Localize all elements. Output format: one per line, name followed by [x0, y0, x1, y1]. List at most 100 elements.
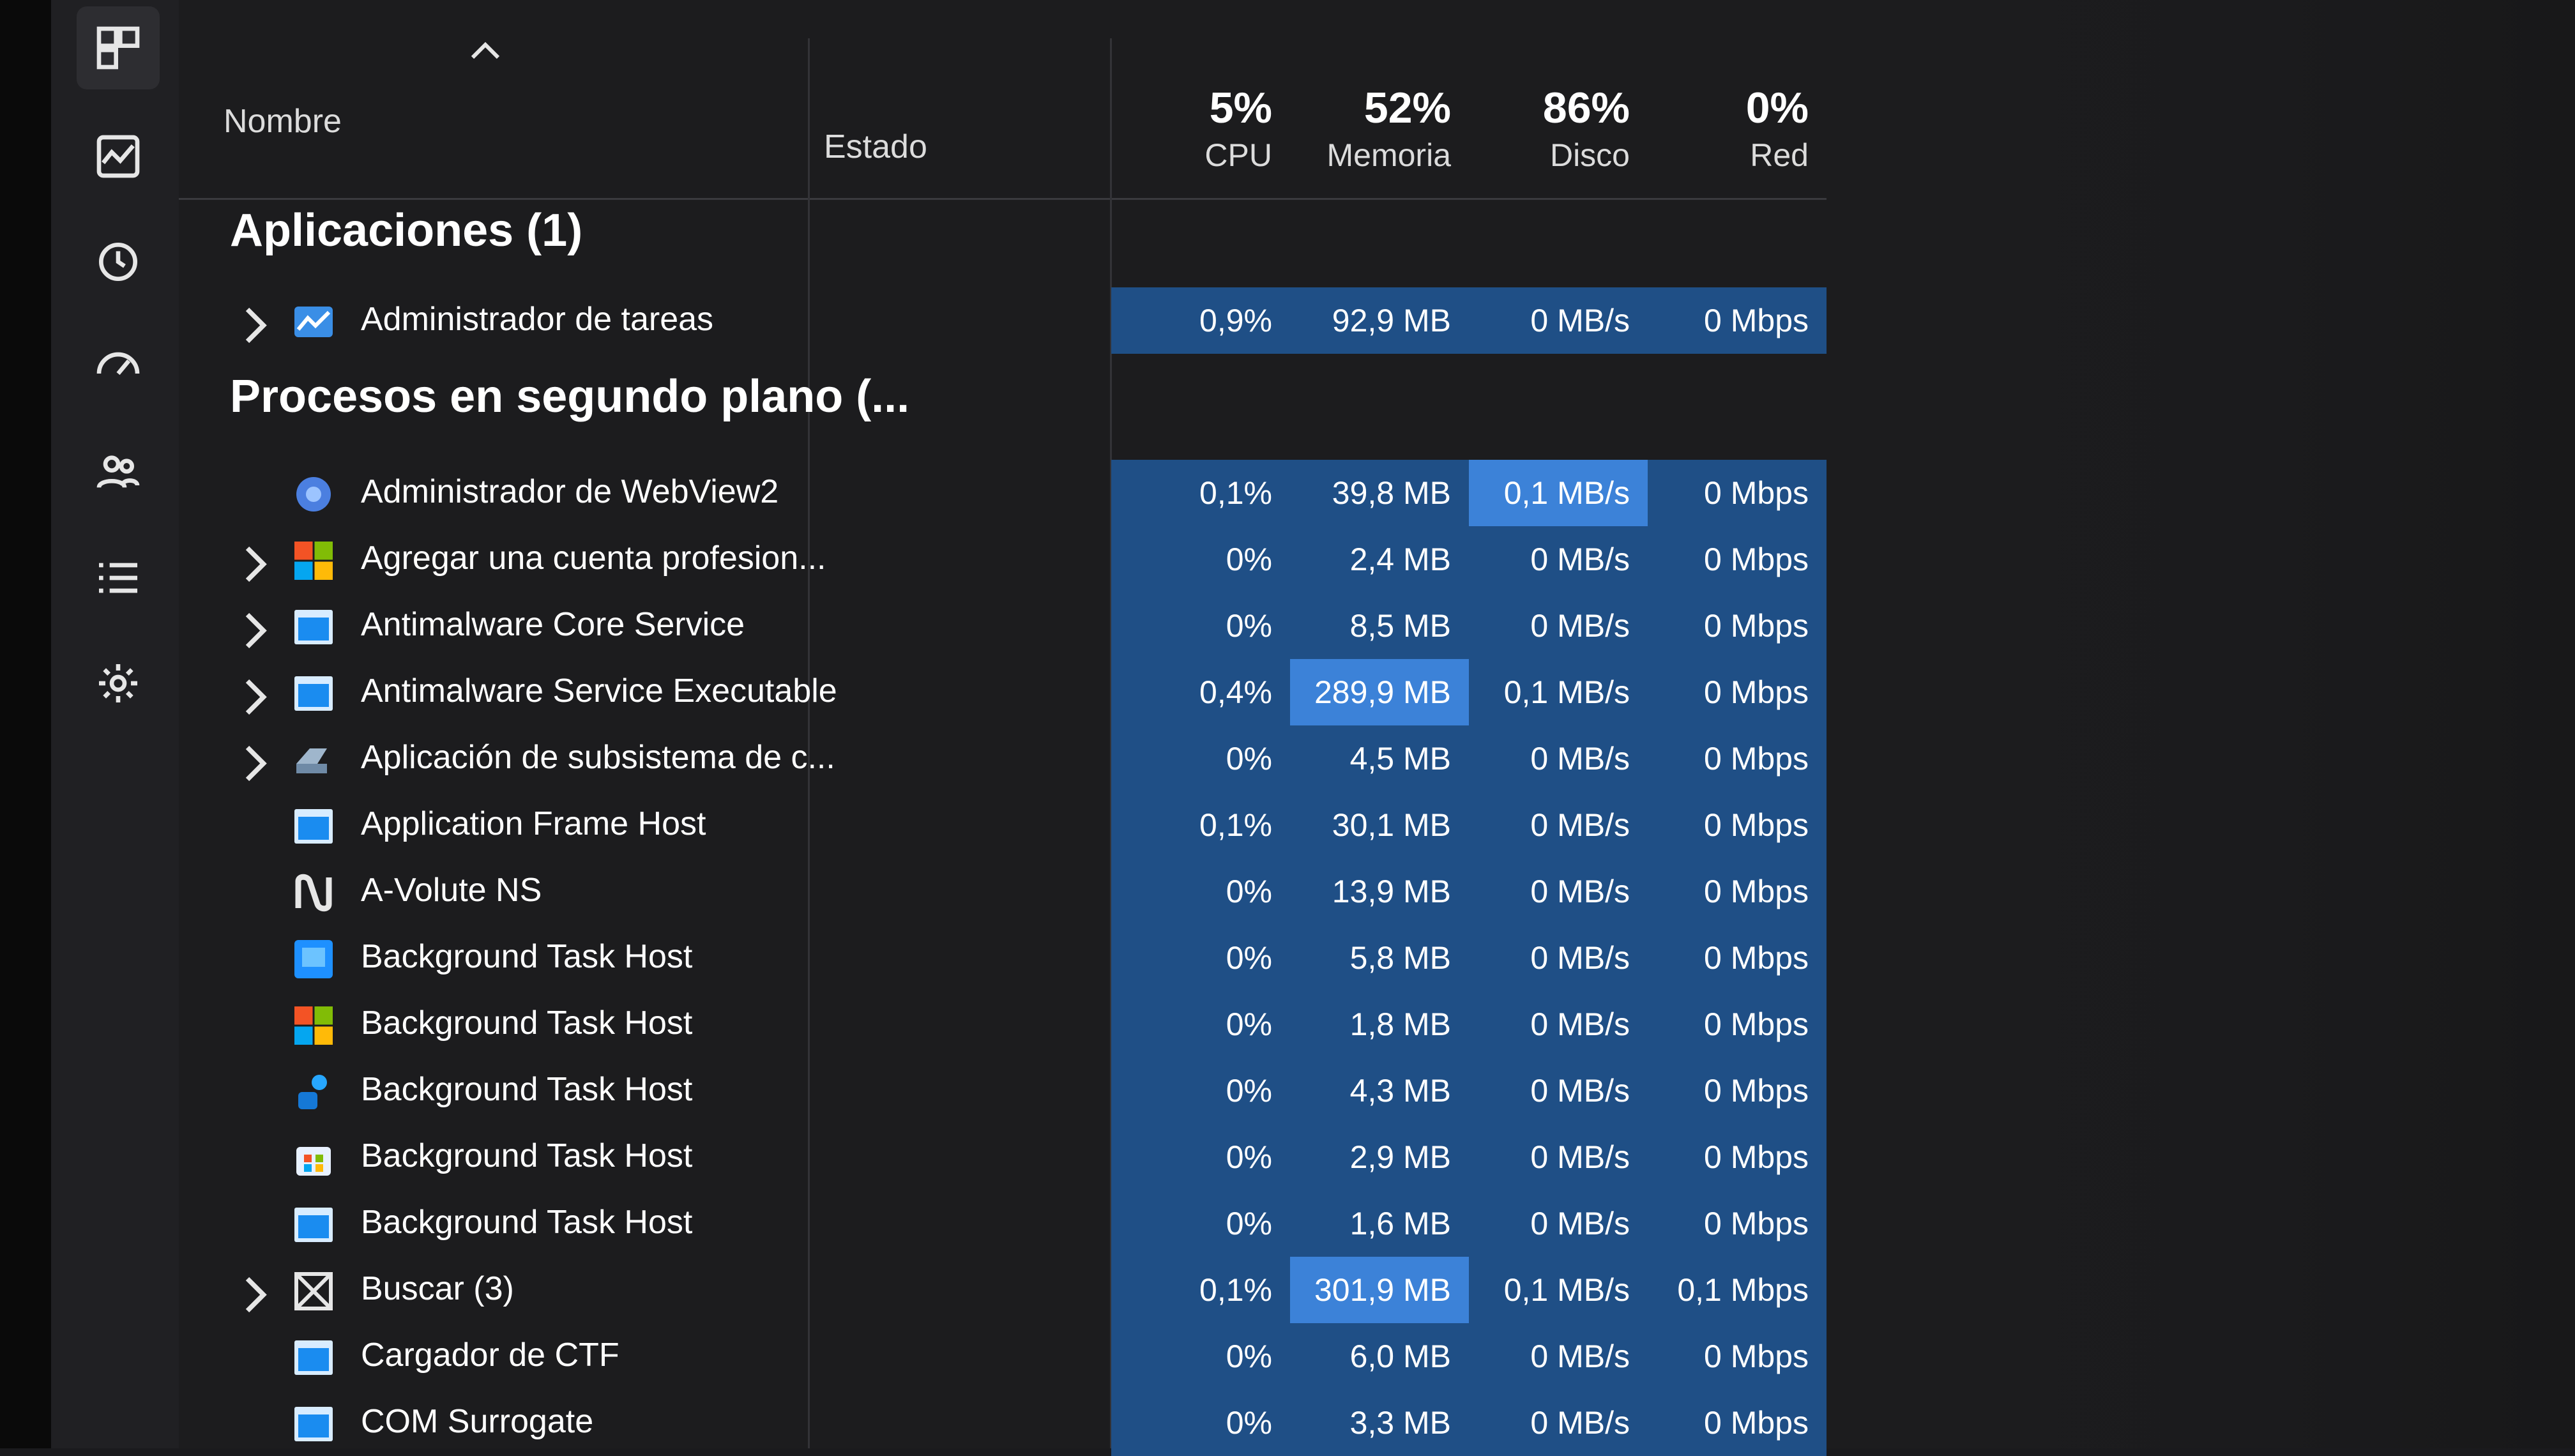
network-cell: 0 Mbps	[1648, 1190, 1827, 1257]
memory-cell: 301,9 MB	[1290, 1257, 1469, 1323]
process-name: Administrador de WebView2	[361, 473, 779, 510]
windows-logo-icon	[291, 538, 337, 584]
nav-processes[interactable]	[77, 6, 160, 89]
column-header-status[interactable]: Estado	[824, 128, 927, 165]
process-row[interactable]: Cargador de CTF 0% 6,0 MB 0 MB/s 0 Mbps	[179, 1323, 1839, 1390]
cpu-cell: 0%	[1111, 925, 1290, 991]
search-box-icon	[291, 1268, 337, 1314]
column-header-network[interactable]: 0% Red	[1648, 83, 1809, 174]
store-icon	[291, 1135, 337, 1181]
network-cell: 0 Mbps	[1648, 1323, 1827, 1390]
window-app-icon	[291, 1401, 337, 1447]
column-header-cpu[interactable]: 5% CPU	[1111, 83, 1272, 174]
window-app-icon	[291, 1202, 337, 1248]
disk-cell: 0,1 MB/s	[1469, 1257, 1648, 1323]
disk-label: Disco	[1549, 137, 1630, 173]
disk-cell: 0 MB/s	[1469, 1124, 1648, 1190]
windows-logo-icon	[291, 1003, 337, 1049]
table-header: Nombre Estado 5% CPU 52% Memoria 86% Dis…	[179, 0, 1839, 200]
memory-cell: 39,8 MB	[1290, 460, 1469, 526]
process-name: Background Task Host	[361, 938, 693, 975]
column-header-memory[interactable]: 52% Memoria	[1290, 83, 1451, 174]
section-title-background: Procesos en segundo plano (...	[230, 371, 910, 422]
expand-chevron-icon[interactable]	[239, 607, 271, 649]
process-row[interactable]: Background Task Host 0% 5,8 MB 0 MB/s 0 Mbps	[179, 925, 1839, 991]
disk-total-percent: 86%	[1542, 84, 1630, 132]
disk-cell: 0 MB/s	[1469, 725, 1648, 792]
disk-cell: 0 MB/s	[1469, 991, 1648, 1058]
disk-cell: 0 MB/s	[1469, 1323, 1648, 1390]
window-app-icon	[291, 671, 337, 717]
memory-cell: 4,3 MB	[1290, 1058, 1469, 1124]
memory-cell: 8,5 MB	[1290, 593, 1469, 659]
process-name: Background Task Host	[361, 1204, 693, 1241]
process-row[interactable]: Background Task Host 0% 1,6 MB 0 MB/s 0 Mbps	[179, 1190, 1839, 1257]
process-row[interactable]: Background Task Host 0% 4,3 MB 0 MB/s 0 Mbps	[179, 1058, 1839, 1124]
process-row[interactable]: Administrador de WebView2 0,1% 39,8 MB 0,1 …	[179, 460, 1839, 526]
disk-cell: 0 MB/s	[1469, 593, 1648, 659]
cpu-cell: 0%	[1111, 1058, 1290, 1124]
disk-cell: 0 MB/s	[1469, 925, 1648, 991]
memory-label: Memoria	[1326, 137, 1451, 173]
column-divider[interactable]	[808, 38, 810, 1448]
process-row[interactable]: Application Frame Host 0,1% 30,1 MB 0 MB/s 0…	[179, 792, 1839, 858]
nav-performance[interactable]	[77, 115, 160, 198]
process-name: COM Surrogate	[361, 1403, 594, 1440]
network-cell: 0 Mbps	[1648, 460, 1827, 526]
section-title-apps: Aplicaciones (1)	[230, 205, 583, 256]
cpu-cell: 0%	[1111, 1323, 1290, 1390]
nav-users[interactable]	[77, 431, 160, 514]
nav-details[interactable]	[77, 536, 160, 619]
avolute-icon	[291, 870, 337, 916]
process-row[interactable]: Background Task Host 0% 1,8 MB 0 MB/s 0 Mbps	[179, 991, 1839, 1058]
process-name: Antimalware Core Service	[361, 606, 745, 643]
process-row[interactable]: Agregar una cuenta profesion... 0% 2,4 MB 0…	[179, 526, 1839, 593]
disk-cell: 0,1 MB/s	[1469, 460, 1648, 526]
expand-chevron-icon[interactable]	[239, 739, 271, 782]
memory-cell: 3,3 MB	[1290, 1390, 1469, 1456]
process-name: Background Task Host	[361, 1137, 693, 1174]
network-cell: 0 Mbps	[1648, 925, 1827, 991]
process-row[interactable]: Antimalware Core Service 0% 8,5 MB 0 MB/s 0 …	[179, 593, 1839, 659]
disk-cell: 0 MB/s	[1469, 1390, 1648, 1456]
network-cell: 0 Mbps	[1648, 287, 1827, 354]
memory-cell: 1,6 MB	[1290, 1190, 1469, 1257]
network-cell: 0 Mbps	[1648, 792, 1827, 858]
nav-app-history[interactable]	[77, 220, 160, 303]
details-icon	[99, 563, 137, 593]
disk-cell: 0 MB/s	[1469, 1058, 1648, 1124]
screen-bezel	[0, 0, 51, 1448]
process-row[interactable]: Antimalware Service Executable 0,4% 289,9 …	[179, 659, 1839, 725]
process-row[interactable]: A-Volute NS 0% 13,9 MB 0 MB/s 0 Mbps	[179, 858, 1839, 925]
process-row[interactable]: Administrador de tareas 0,9% 92,9 MB 0 MB/s…	[179, 287, 1839, 354]
cpu-cell: 0%	[1111, 725, 1290, 792]
empty-area	[1827, 0, 2575, 1448]
process-name: Application Frame Host	[361, 805, 706, 842]
memory-cell: 13,9 MB	[1290, 858, 1469, 925]
expand-chevron-icon[interactable]	[239, 540, 271, 582]
expand-chevron-icon[interactable]	[239, 301, 271, 344]
memory-cell: 2,4 MB	[1290, 526, 1469, 593]
sort-ascending-icon[interactable]	[466, 38, 505, 64]
process-row[interactable]: COM Surrogate 0% 3,3 MB 0 MB/s 0 Mbps	[179, 1390, 1839, 1456]
disk-cell: 0 MB/s	[1469, 526, 1648, 593]
process-row[interactable]: Background Task Host 0% 2,9 MB 0 MB/s 0 Mbps	[179, 1124, 1839, 1190]
process-name: Cargador de CTF	[361, 1337, 619, 1374]
expand-chevron-icon[interactable]	[239, 1271, 271, 1313]
nav-services[interactable]	[77, 642, 160, 725]
process-name: Buscar (3)	[361, 1270, 514, 1307]
process-name: Background Task Host	[361, 1071, 693, 1108]
process-row[interactable]: Aplicación de subsistema de c... 0% 4,5 MB…	[179, 725, 1839, 792]
subsystem-icon	[291, 737, 337, 783]
memory-cell: 289,9 MB	[1290, 659, 1469, 725]
disk-cell: 0 MB/s	[1469, 858, 1648, 925]
process-row[interactable]: Buscar (3) 0,1% 301,9 MB 0,1 MB/s 0,1 Mbps	[179, 1257, 1839, 1323]
column-divider[interactable]	[1110, 38, 1112, 1448]
disk-cell: 0 MB/s	[1469, 1190, 1648, 1257]
column-header-name[interactable]: Nombre	[224, 103, 342, 140]
nav-startup[interactable]	[77, 326, 160, 409]
memory-cell: 5,8 MB	[1290, 925, 1469, 991]
column-header-disk[interactable]: 86% Disco	[1469, 83, 1630, 174]
process-name: Antimalware Service Executable	[361, 672, 837, 709]
expand-chevron-icon[interactable]	[239, 673, 271, 715]
